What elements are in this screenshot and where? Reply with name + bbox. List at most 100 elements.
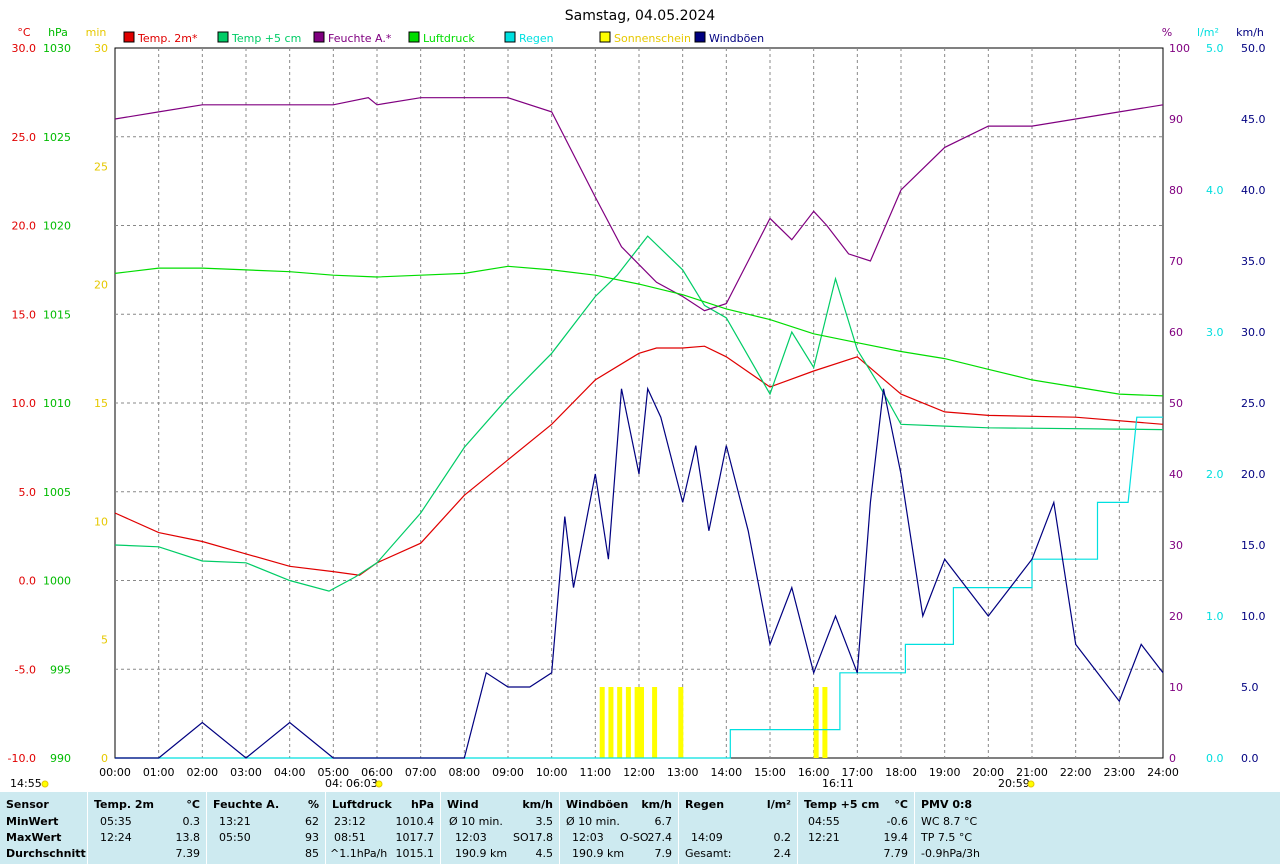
- pmv-dewpoint: TP 7.5 °C: [921, 831, 973, 844]
- gusts-avg-value: 7.9: [654, 847, 673, 860]
- temp-axis-tick: 30.0: [12, 42, 37, 55]
- sun-axis-tick: 15: [94, 397, 108, 410]
- rain-column: Regen l/m² 14:09 0.2 Gesamt: 2.4: [679, 792, 798, 864]
- time-markers: 14:55 04: 06:03 16:11 20:59: [10, 777, 1035, 790]
- temp2m-min-value: 0.3: [182, 815, 201, 828]
- legend-label: Luftdruck: [423, 32, 475, 45]
- sun-unit-label: min: [86, 26, 107, 39]
- pressure-avg-value: 1015.1: [395, 847, 435, 860]
- rain-header: Regen: [685, 798, 725, 811]
- wind-header: Wind: [447, 798, 479, 811]
- temp-axis-tick: 10.0: [12, 397, 37, 410]
- legend-swatch: [599, 31, 611, 43]
- wind-avg10-value: 3.5: [535, 815, 554, 828]
- pressure-max-value: 1017.7: [395, 831, 435, 844]
- row-label-avg: Durchschnitt: [6, 847, 86, 860]
- time-tick: 15:00: [754, 766, 786, 779]
- wind-axis-tick: 20.0: [1241, 468, 1266, 481]
- series-line: [114, 97, 1164, 312]
- temp-axis-tick: 5.0: [19, 486, 37, 499]
- time-tick: 05:00: [317, 766, 349, 779]
- temp2m-column: Temp. 2m °C 05:35 0.3 12:24 13.8 7.39: [88, 792, 207, 864]
- sunshine-bar: [652, 687, 658, 758]
- pressure-axis-tick: 1020: [43, 220, 71, 233]
- sunshine-bar: [813, 687, 819, 758]
- time-tick: 08:00: [448, 766, 480, 779]
- temp-axis-tick: -5.0: [15, 663, 36, 676]
- gusts-avg10-value: 6.7: [654, 815, 673, 828]
- wind-avg-label: Ø 10 min.: [449, 815, 503, 828]
- rain-axis-tick: 2.0: [1206, 468, 1224, 481]
- wind-axis-tick: 0.0: [1241, 752, 1259, 765]
- humidity-min-value: 62: [305, 815, 319, 828]
- gusts-unit: km/h: [641, 798, 672, 811]
- pressure-header: Luftdruck: [332, 798, 392, 811]
- chart-legend: Temp. 2m* Temp +5 cm Feuchte A.* Luftdruck R…: [123, 31, 764, 45]
- sunshine-bar: [822, 687, 828, 758]
- series-line: [114, 345, 1164, 576]
- gusts-header: Windböen: [566, 798, 629, 811]
- sunshine-bar: [625, 687, 631, 758]
- wind-max-direction: SO: [513, 831, 529, 844]
- time-tick: 07:00: [405, 766, 437, 779]
- gusts-column: Windböen km/h Ø 10 min. 6.7 12:03 O-SO 2…: [560, 792, 679, 864]
- temp-unit-label: °C: [17, 26, 31, 39]
- legend-swatch: [217, 31, 229, 43]
- pressure-axis-tick: 1010: [43, 397, 71, 410]
- sunshine-bar: [678, 687, 684, 758]
- sunrise-left-label: 14:55: [10, 777, 42, 790]
- humidity-axis-tick: 30: [1169, 539, 1183, 552]
- rain-max-time: 14:09: [691, 831, 723, 844]
- time-tick: 01:00: [143, 766, 175, 779]
- humidity-unit-label: %: [1162, 26, 1172, 39]
- pmv-windchill: WC 8.7 °C: [921, 815, 978, 828]
- pressure-axis-tick: 1005: [43, 486, 71, 499]
- row-label-max: MaxWert: [6, 831, 62, 844]
- pressure-axis-tick: 1025: [43, 131, 71, 144]
- temp2m-avg-value: 7.39: [175, 847, 201, 860]
- temp-axis-tick: 15.0: [12, 308, 37, 321]
- time-tick: 13:00: [667, 766, 699, 779]
- time-tick: 23:00: [1103, 766, 1135, 779]
- pressure-trend: ^1.1hPa/h: [330, 847, 388, 860]
- gusts-max-time: 12:03: [572, 831, 604, 844]
- sun-axis-tick: 10: [94, 515, 108, 528]
- time-tick: 04:00: [274, 766, 306, 779]
- pressure-axis-tick: 1015: [43, 308, 71, 321]
- humidity-axis-tick: 50: [1169, 397, 1183, 410]
- time-tick: 02:00: [186, 766, 218, 779]
- sunshine-bar: [617, 687, 623, 758]
- humidity-axis-tick: 60: [1169, 326, 1183, 339]
- moon-label: 04:: [325, 777, 343, 790]
- chart-title: Samstag, 04.05.2024: [565, 8, 716, 24]
- statistics-footer: Sensor MinWert MaxWert Durchschnitt Temp…: [0, 792, 1280, 864]
- time-tick: 19:00: [929, 766, 961, 779]
- humidity-axis-tick: 20: [1169, 610, 1183, 623]
- series-line: [115, 416, 1163, 759]
- sun-axis-tick: 25: [94, 160, 108, 173]
- humidity-axis-tick: 40: [1169, 468, 1183, 481]
- pmv-pressure-trend: -0.9hPa/3h: [921, 847, 980, 860]
- humidity-axis-tick: 80: [1169, 184, 1183, 197]
- time-tick: 22:00: [1060, 766, 1092, 779]
- legend-label: Feuchte A.*: [328, 32, 392, 45]
- moonset-label: 16:11: [822, 777, 854, 790]
- wind-column: Wind km/h Ø 10 min. 3.5 12:03 SO 17.8 19…: [441, 792, 560, 864]
- series-line: [114, 235, 1164, 592]
- pmv-header: PMV 0:8: [921, 798, 973, 811]
- time-tick: 24:00: [1147, 766, 1179, 779]
- axis-labels: 30.025.020.015.010.05.00.0-5.0-10.010301…: [8, 26, 1266, 779]
- sunshine-bar: [608, 687, 614, 758]
- legend-label: Regen: [519, 32, 554, 45]
- legend-swatch: [123, 31, 135, 43]
- humidity-min-time: 13:21: [219, 815, 251, 828]
- series-lines: [114, 97, 1164, 759]
- sunshine-bars: [599, 687, 828, 758]
- legend-label: Windböen: [709, 32, 764, 45]
- wind-axis-tick: 15.0: [1241, 539, 1266, 552]
- temp2m-min-time: 05:35: [100, 815, 132, 828]
- gusts-avg-label: Ø 10 min.: [566, 815, 620, 828]
- temp5cm-min-value: -0.6: [886, 815, 908, 828]
- pressure-axis-tick: 1000: [43, 575, 71, 588]
- legend-swatch: [408, 31, 420, 43]
